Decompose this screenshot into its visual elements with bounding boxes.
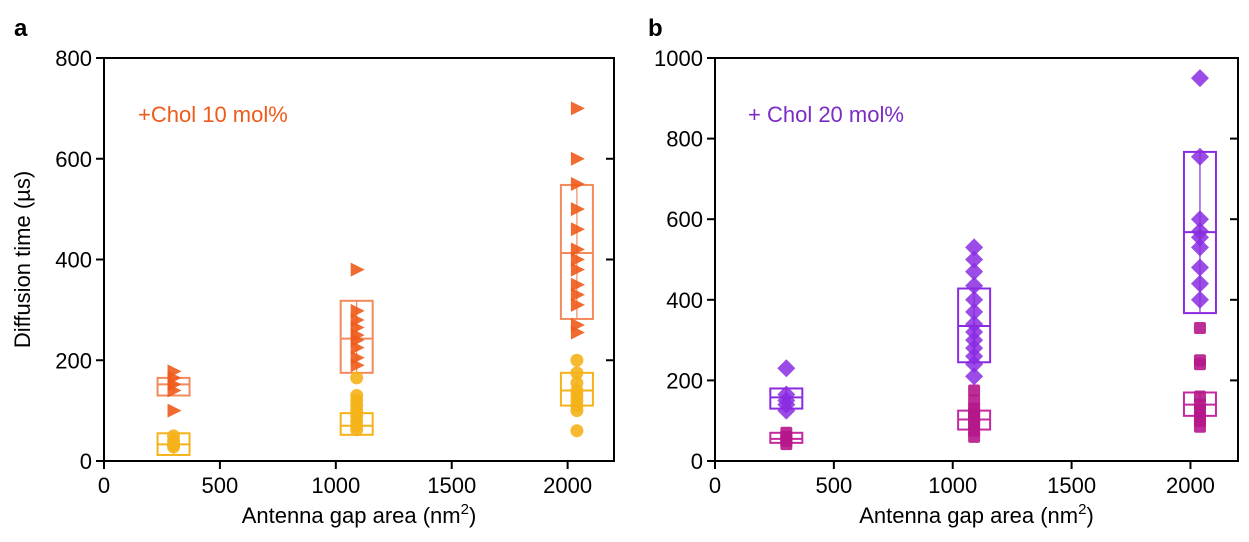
data-point-triangle: [570, 151, 585, 166]
y-tick-label: 800: [666, 127, 703, 152]
data-point-triangle: [570, 242, 585, 257]
y-tick-label: 200: [666, 368, 703, 393]
panel-a: a 0 500 1000 1500 2000 0 200 400 600 800 Antenna ga…: [10, 15, 615, 528]
x-axis-label: Antenna gap area (nm2): [859, 501, 1094, 528]
x-tick-label: 2000: [1166, 473, 1215, 498]
data-point-square: [1193, 322, 1206, 335]
data-point-triangle: [570, 202, 585, 217]
x-tick-label: 0: [709, 473, 721, 498]
data-point-diamond: [1190, 228, 1209, 247]
data-point-circle: [570, 353, 584, 367]
data-point-diamond: [965, 302, 984, 321]
x-tick-label: 2000: [543, 473, 592, 498]
data-point-triangle: [570, 287, 585, 302]
data-point-triangle: [570, 277, 585, 292]
panel-label: b: [648, 15, 663, 42]
data-point-diamond: [1190, 147, 1209, 166]
data-point-circle: [350, 423, 364, 437]
data-point-triangle: [570, 297, 585, 312]
panel-label: a: [14, 15, 28, 42]
data-point-diamond: [777, 401, 796, 420]
x-tick-label: 1500: [427, 473, 476, 498]
data-point-square: [1193, 420, 1206, 433]
data-point-triangle: [570, 325, 585, 340]
y-tick-label: 600: [55, 147, 92, 172]
x-tick-label: 1000: [928, 473, 977, 498]
y-tick-label: 400: [666, 288, 703, 313]
data-point-diamond: [1190, 210, 1209, 229]
y-tick-label: 1000: [654, 46, 703, 71]
y-tick-label: 600: [666, 207, 703, 232]
data-point-triangle: [570, 252, 585, 267]
data-point-triangle: [167, 383, 182, 398]
data-point-diamond: [965, 290, 984, 309]
data-point-diamond: [1190, 69, 1209, 88]
data-point-diamond: [965, 355, 984, 374]
data-point-circle: [350, 371, 364, 385]
data-point-circle: [570, 404, 584, 418]
data-point-diamond: [777, 359, 796, 378]
data-point-diamond: [965, 367, 984, 386]
x-tick-label: 1500: [1047, 473, 1096, 498]
y-tick-label: 800: [55, 46, 92, 71]
x-tick-label: 500: [816, 473, 853, 498]
x-tick-label: 1000: [311, 473, 360, 498]
data-point-diamond: [965, 238, 984, 257]
data-point-diamond: [1190, 274, 1209, 293]
panel-b: b 0 500 1000 1500 2000 0 200 400 600 800 1000 Antenn…: [648, 15, 1239, 528]
annotation-label: + Chol 20 mol%: [748, 102, 904, 127]
data-point-circle: [570, 366, 584, 380]
data-point-circle: [167, 440, 181, 454]
plot-frame: [714, 57, 1239, 462]
data-point-triangle: [570, 101, 585, 116]
data-point-diamond: [965, 250, 984, 269]
annotation-label: +Chol 10 mol%: [138, 102, 288, 127]
data-point-square: [968, 384, 981, 397]
data-point-triangle: [350, 358, 365, 373]
data-point-triangle: [570, 262, 585, 277]
data-point-triangle: [167, 403, 182, 418]
y-tick-label: 400: [55, 248, 92, 273]
data-point-diamond: [1190, 238, 1209, 257]
data-point-square: [1193, 358, 1206, 371]
data-point-triangle: [350, 340, 365, 355]
y-axis-label: Diffusion time (µs): [10, 171, 35, 348]
data-point-circle: [570, 424, 584, 438]
data-point-diamond: [965, 262, 984, 281]
data-point-square: [780, 438, 793, 451]
data-point-square: [968, 430, 981, 443]
data-point-diamond: [965, 276, 984, 295]
x-tick-label: 0: [98, 473, 110, 498]
y-tick-label: 200: [55, 348, 92, 373]
data-point-triangle: [350, 303, 365, 318]
data-point-diamond: [1190, 258, 1209, 277]
x-axis-label: Antenna gap area (nm2): [242, 501, 477, 528]
data-point-diamond: [1190, 290, 1209, 309]
y-tick-label: 0: [80, 449, 92, 474]
x-tick-label: 500: [202, 473, 239, 498]
data-point-triangle: [570, 222, 585, 237]
data-point-triangle: [350, 262, 365, 277]
data-point-triangle: [570, 176, 585, 191]
y-tick-label: 0: [691, 449, 703, 474]
